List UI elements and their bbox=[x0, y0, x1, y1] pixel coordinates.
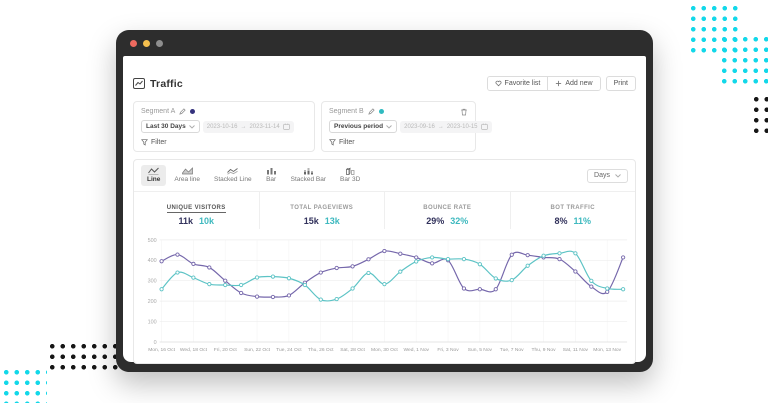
traffic-line-chart: 0 100 200 300 400 500 Mon, 16 Oct Wed, 18 Oct Fr… bbox=[148, 238, 628, 353]
dot-pattern-top-right-lower bbox=[719, 34, 768, 87]
calendar-icon bbox=[480, 123, 488, 130]
segment-b-filter-button[interactable]: Filter bbox=[329, 139, 468, 146]
stacked-line-chart-icon bbox=[227, 167, 239, 175]
svg-text:400: 400 bbox=[148, 258, 157, 264]
svg-text:Mon, 13 Nov: Mon, 13 Nov bbox=[593, 347, 621, 353]
segment-b-value: 32% bbox=[450, 216, 469, 226]
segment-b-name: Segment B bbox=[329, 108, 364, 115]
heart-icon bbox=[495, 80, 502, 87]
line-chart-icon bbox=[148, 167, 160, 175]
dashboard-content: Traffic Favorite list Add new bbox=[123, 56, 646, 364]
svg-text:0: 0 bbox=[154, 340, 157, 346]
area-chart-icon bbox=[181, 167, 193, 175]
metrics-row: UNIQUE VISITORS 11k 10k TOTAL PAGEVIEWS 1… bbox=[134, 191, 635, 229]
bar-chart-icon bbox=[266, 167, 277, 175]
tab-line[interactable]: Line bbox=[141, 165, 167, 186]
segment-b-color-dot bbox=[378, 109, 384, 114]
add-new-button[interactable]: Add new bbox=[547, 77, 600, 90]
favorite-list-button[interactable]: Favorite list bbox=[487, 77, 548, 90]
svg-text:100: 100 bbox=[148, 320, 157, 326]
tab-bar-3d[interactable]: Bar 3D bbox=[334, 165, 366, 186]
plus-icon bbox=[555, 80, 562, 87]
tab-stacked-line[interactable]: Stacked Line bbox=[208, 165, 258, 186]
svg-text:Wed, 1 Nov: Wed, 1 Nov bbox=[403, 347, 429, 353]
dot-pattern-right-edge bbox=[751, 94, 768, 137]
minimize-window-button[interactable] bbox=[143, 39, 150, 47]
svg-text:Tue, 7 Nov: Tue, 7 Nov bbox=[500, 347, 524, 353]
segment-b-panel: Segment B Previous period bbox=[321, 101, 492, 152]
svg-text:500: 500 bbox=[148, 238, 157, 244]
traffic-chart-icon bbox=[133, 78, 145, 89]
dot-pattern-top-right-upper bbox=[688, 3, 741, 56]
start-date: 2023-09-16 bbox=[404, 123, 435, 130]
chart-type-tabs: Line Area line Stacked Line Bar bbox=[141, 165, 366, 186]
chart-card: Line Area line Stacked Line Bar bbox=[133, 159, 636, 364]
chevron-down-icon bbox=[615, 173, 621, 178]
end-date: 2023-11-14 bbox=[249, 123, 280, 130]
metric-total-pageviews[interactable]: TOTAL PAGEVIEWS 15k 13k bbox=[258, 192, 385, 229]
segment-a-date-range[interactable]: 2023-10-16 → 2023-11-14 bbox=[202, 120, 294, 133]
svg-text:Wed, 18 Oct: Wed, 18 Oct bbox=[180, 347, 208, 353]
svg-text:Sun, 5 Nov: Sun, 5 Nov bbox=[468, 347, 493, 353]
tab-bar[interactable]: Bar bbox=[260, 165, 283, 186]
segment-a-range-preset-select[interactable]: Last 30 Days bbox=[141, 120, 200, 133]
segment-a-panel: Segment A Last 30 Days 2023-10-16 bbox=[133, 101, 315, 152]
svg-text:Sun, 22 Oct: Sun, 22 Oct bbox=[244, 347, 271, 353]
delete-segment-icon[interactable] bbox=[460, 108, 468, 116]
close-window-button[interactable] bbox=[130, 39, 137, 47]
bar-3d-chart-icon bbox=[345, 167, 356, 175]
page-title: Traffic bbox=[150, 77, 183, 90]
segment-a-filter-button[interactable]: Filter bbox=[141, 139, 307, 146]
segment-a-value: 11k bbox=[178, 216, 193, 226]
chevron-down-icon bbox=[386, 124, 392, 129]
filter-funnel-icon bbox=[329, 139, 336, 146]
calendar-icon bbox=[282, 123, 290, 130]
start-date: 2023-10-16 bbox=[206, 123, 238, 130]
tab-stacked-bar[interactable]: Stacked Bar bbox=[285, 165, 332, 186]
range-arrow: → bbox=[240, 123, 247, 130]
metric-unique-visitors[interactable]: UNIQUE VISITORS 11k 10k bbox=[166, 205, 226, 226]
svg-text:Mon, 30 Oct: Mon, 30 Oct bbox=[371, 347, 398, 353]
segment-b-date-range[interactable]: 2023-09-16 → 2023-10-15 bbox=[400, 120, 492, 133]
svg-text:Sat, 28 Oct: Sat, 28 Oct bbox=[340, 347, 365, 353]
metric-bounce-rate[interactable]: BOUNCE RATE 29% 32% bbox=[384, 192, 510, 229]
segment-b-value: 10k bbox=[199, 216, 215, 226]
range-arrow: → bbox=[437, 123, 444, 130]
svg-text:Fri, 20 Oct: Fri, 20 Oct bbox=[214, 347, 238, 353]
svg-text:Tue, 24 Oct: Tue, 24 Oct bbox=[276, 347, 302, 353]
segment-a-value: 15k bbox=[303, 216, 319, 226]
dot-pattern-bottom-left-cyan bbox=[1, 367, 47, 403]
header-button-group: Favorite list Add new bbox=[486, 76, 601, 91]
segment-a-name: Segment A bbox=[141, 108, 176, 115]
chevron-down-icon bbox=[188, 124, 195, 129]
svg-text:Thu, 26 Oct: Thu, 26 Oct bbox=[308, 347, 334, 353]
segment-b-value: 11% bbox=[573, 216, 592, 226]
segment-b-range-preset-select[interactable]: Previous period bbox=[329, 120, 398, 133]
segment-a-value: 8% bbox=[554, 216, 568, 226]
edit-pencil-icon[interactable] bbox=[367, 108, 375, 115]
window-titlebar bbox=[116, 30, 653, 56]
end-date: 2023-10-15 bbox=[446, 123, 478, 130]
filter-funnel-icon bbox=[141, 139, 148, 146]
svg-text:Thu, 9 Nov: Thu, 9 Nov bbox=[532, 347, 557, 353]
dot-pattern-bottom-left-dark bbox=[47, 341, 127, 373]
segment-a-value: 29% bbox=[426, 216, 445, 226]
metric-bot-traffic[interactable]: BOT TRAFFIC 8% 11% bbox=[509, 192, 636, 229]
app-window: Traffic Favorite list Add new bbox=[116, 30, 653, 372]
segment-a-color-dot bbox=[190, 109, 196, 114]
svg-text:300: 300 bbox=[148, 279, 157, 285]
tab-area-line[interactable]: Area line bbox=[168, 165, 206, 186]
granularity-select[interactable]: Days bbox=[587, 168, 628, 183]
segment-b-value: 13k bbox=[324, 216, 340, 226]
maximize-window-button[interactable] bbox=[156, 39, 163, 47]
print-button[interactable]: Print bbox=[605, 76, 636, 91]
edit-pencil-icon[interactable] bbox=[179, 108, 186, 115]
stacked-bar-chart-icon bbox=[303, 167, 314, 175]
svg-text:Sat, 11 Nov: Sat, 11 Nov bbox=[563, 347, 589, 353]
svg-text:200: 200 bbox=[148, 299, 157, 305]
svg-text:Mon, 16 Oct: Mon, 16 Oct bbox=[148, 347, 175, 353]
chart-area: 0 100 200 300 400 500 Mon, 16 Oct Wed, 18 Oct Fr… bbox=[134, 229, 635, 363]
svg-text:Fri, 3 Nov: Fri, 3 Nov bbox=[437, 347, 459, 353]
